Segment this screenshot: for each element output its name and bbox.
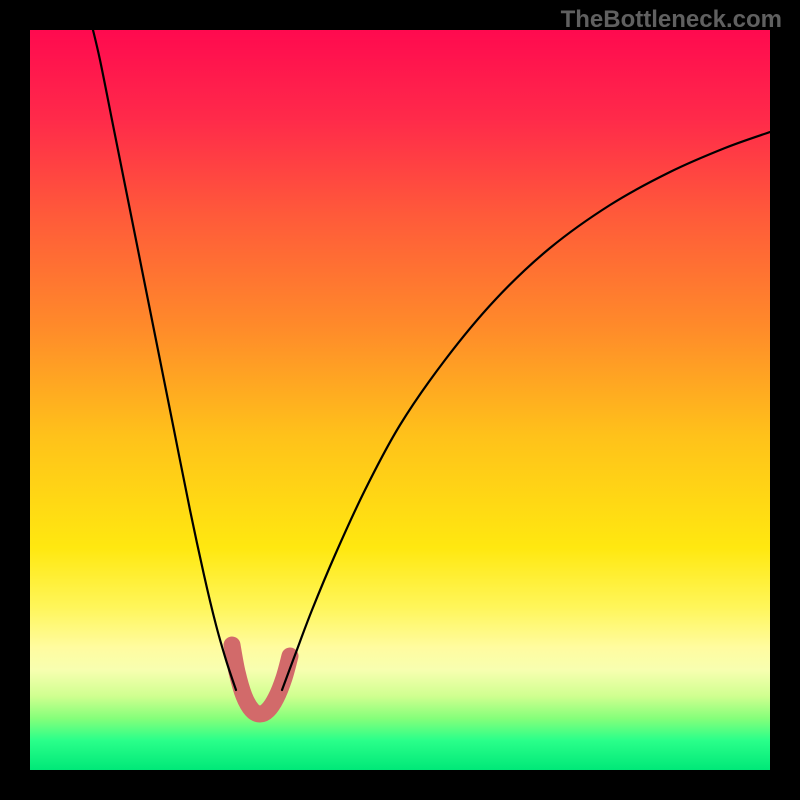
gradient-plot-area: [30, 30, 770, 770]
chart-frame: TheBottleneck.com: [0, 0, 800, 800]
bottleneck-chart: [0, 0, 800, 800]
